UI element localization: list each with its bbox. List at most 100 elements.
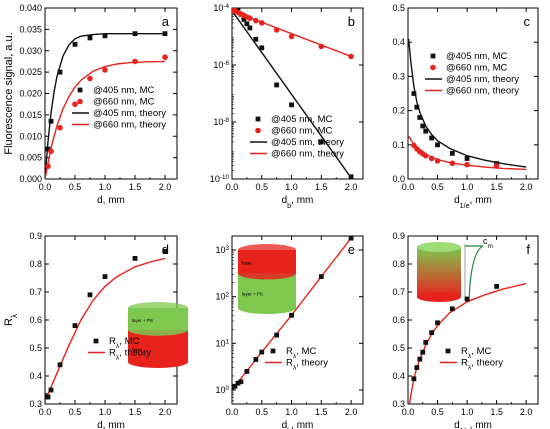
data-point <box>72 101 78 107</box>
x-tick-label: 1.0 <box>285 182 298 192</box>
data-point <box>247 25 253 31</box>
x-tick-label: 0.0 <box>402 407 415 417</box>
inset-top-cap <box>238 244 296 256</box>
inset-bottom-cap <box>238 302 296 314</box>
x-tick-label: 1.0 <box>285 407 298 417</box>
legend-label: @405 nm, MC <box>93 85 155 96</box>
plot-frame <box>231 7 364 180</box>
data-point <box>423 340 429 345</box>
inset-bottom <box>417 292 461 302</box>
y-tick-label: 0.7 <box>392 287 405 297</box>
inset-top-label: layer + PS <box>132 318 153 323</box>
series-area <box>232 236 354 391</box>
inset-bottom-cap <box>128 356 188 368</box>
legend-label: Rλ, theory <box>286 358 328 372</box>
x-tick-label: 2.0 <box>520 407 533 417</box>
data-point <box>318 139 324 145</box>
y-tick-label: 0.0 <box>392 174 405 184</box>
legend-label: @660 nm, MC <box>93 97 155 108</box>
legend: @405 nm, MC@660 nm, MC@405 nm, theory@66… <box>72 85 166 131</box>
data-point <box>45 163 51 169</box>
x-axis-label: db, mm <box>282 195 314 210</box>
chart-a: 0.0 0.5 1.0 1.5 2.0 0.000 0.005 0.010 0.015 0.020… <box>3 3 178 206</box>
inset-e: base layer + PS <box>238 244 296 314</box>
data-point <box>411 91 417 96</box>
legend-marker <box>93 338 99 344</box>
legend-label: @405 nm, MC <box>446 51 508 62</box>
legend-marker <box>430 64 436 71</box>
data-point <box>259 349 265 355</box>
legend-marker <box>430 53 436 59</box>
inset-profile-curve <box>465 245 484 301</box>
data-point <box>235 380 241 386</box>
data-point <box>244 21 250 27</box>
y-tick-label: 0.005 <box>19 153 42 163</box>
legend-label: @660 nm, theory <box>93 120 166 131</box>
data-point <box>435 320 440 326</box>
data-point <box>102 33 108 39</box>
chart-e: 0.0 0.5 1.0 1.5 2.0 100 101 102 103 base layer + P… <box>215 235 364 429</box>
data-point <box>494 284 500 289</box>
y-tick-label: 0.025 <box>19 67 42 77</box>
chart-c: 0.0 0.5 1.0 1.5 2.0 0.0 0.1 0.2 0.3 0.4 0.5 c @405 n… <box>392 3 539 210</box>
data-point <box>162 31 168 37</box>
data-point <box>420 349 426 355</box>
x-axis-label: d, mm <box>97 420 125 429</box>
legend-label: @660 nm, MC <box>446 63 508 74</box>
data-point <box>289 312 294 318</box>
x-tick-label: 1.5 <box>490 182 503 192</box>
legend-marker <box>77 98 83 105</box>
x-tick-label: 1.0 <box>461 407 474 417</box>
plot-frame <box>231 235 364 405</box>
series-area <box>232 8 354 179</box>
series-line-3 <box>45 60 166 179</box>
y-tick-label: 0.5 <box>392 343 405 353</box>
y-tick-label: 0.020 <box>19 89 42 99</box>
x-tick-label: 0.5 <box>69 182 82 192</box>
data-point <box>464 296 470 302</box>
x-tick-label: 0.5 <box>256 182 269 192</box>
legend-label: @405 nm, theory <box>271 137 344 148</box>
data-point <box>273 27 280 33</box>
data-point <box>253 36 259 42</box>
data-point <box>72 323 78 328</box>
data-point <box>449 306 455 312</box>
data-point <box>258 20 265 26</box>
x-tick-label: 2.0 <box>345 407 358 417</box>
data-point <box>241 16 247 22</box>
data-point <box>87 35 93 41</box>
chart-d: 0.0 0.5 1.0 1.5 2.0 0.3 0.4 0.5 0.6 0.7 0.8 0.9 laye… <box>3 231 188 429</box>
y-tick-label: 10-10 <box>210 174 230 185</box>
x-tick-label: 2.0 <box>159 407 172 417</box>
data-point <box>244 369 250 374</box>
data-point <box>45 146 51 152</box>
x-tick-label: 0.0 <box>402 182 415 192</box>
data-point <box>57 362 63 368</box>
x-axis-label: d1/e, mm <box>454 420 492 429</box>
data-point <box>493 163 500 169</box>
data-point <box>423 128 429 134</box>
data-point <box>253 357 259 362</box>
x-tick-label: 2.0 <box>159 182 172 192</box>
legend-marker <box>255 116 261 122</box>
y-tick-label: 0.2 <box>392 106 405 116</box>
inset-bottom-label: base <box>132 347 142 352</box>
inset-body <box>417 247 461 297</box>
data-point <box>87 292 93 298</box>
y-tick-label: 0.6 <box>392 315 405 325</box>
legend-label: @660 nm, MC <box>271 126 333 137</box>
legend-label: @405 nm, MC <box>271 114 333 125</box>
y-tick-label: 0.040 <box>19 3 42 13</box>
y-tick-label: 0.4 <box>392 37 405 47</box>
legend-marker <box>270 348 276 354</box>
data-point <box>464 156 470 161</box>
x-tick-label: 0.0 <box>39 407 52 417</box>
data-point <box>48 118 54 124</box>
inset-curve-label: cm <box>483 236 493 250</box>
data-point <box>429 330 435 335</box>
data-point <box>288 33 295 40</box>
y-tick-label: 0.1 <box>392 140 405 150</box>
